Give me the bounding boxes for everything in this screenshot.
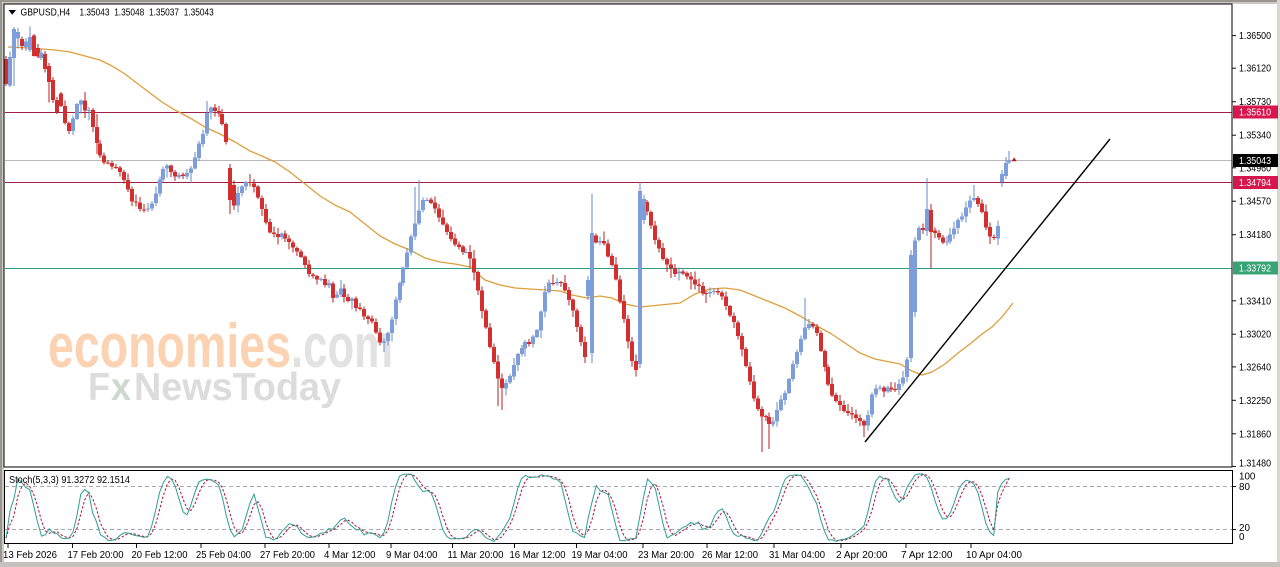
svg-text:80: 80: [1239, 482, 1250, 493]
svg-text:16 Mar 12:00: 16 Mar 12:00: [510, 550, 567, 561]
svg-text:1.35043: 1.35043: [80, 7, 110, 18]
svg-text:20: 20: [1239, 523, 1250, 534]
svg-text:0: 0: [1239, 532, 1245, 543]
svg-text:7 Apr 12:00: 7 Apr 12:00: [901, 550, 953, 561]
svg-text:1.32250: 1.32250: [1239, 396, 1271, 407]
svg-text:100: 100: [1239, 472, 1256, 483]
svg-text:17 Feb 20:00: 17 Feb 20:00: [68, 550, 125, 561]
svg-text:1.35043: 1.35043: [1239, 156, 1271, 167]
svg-text:2 Apr 20:00: 2 Apr 20:00: [836, 550, 888, 561]
svg-text:1.33410: 1.33410: [1239, 296, 1271, 307]
svg-text:11 Mar 20:00: 11 Mar 20:00: [448, 550, 505, 561]
svg-text:GBPUSD,H4: GBPUSD,H4: [21, 7, 71, 18]
svg-text:4 Mar 12:00: 4 Mar 12:00: [324, 550, 376, 561]
svg-text:20 Feb 12:00: 20 Feb 12:00: [132, 550, 189, 561]
svg-text:19 Mar 04:00: 19 Mar 04:00: [572, 550, 629, 561]
svg-text:26 Mar 12:00: 26 Mar 12:00: [702, 550, 759, 561]
svg-text:10 Apr 04:00: 10 Apr 04:00: [966, 550, 1023, 561]
svg-text:31 Mar 04:00: 31 Mar 04:00: [769, 550, 826, 561]
svg-text:1.36120: 1.36120: [1239, 64, 1271, 75]
svg-text:1.35043: 1.35043: [184, 7, 214, 18]
svg-text:23 Mar 20:00: 23 Mar 20:00: [638, 550, 695, 561]
svg-text:27 Feb 20:00: 27 Feb 20:00: [260, 550, 316, 561]
svg-text:1.35037: 1.35037: [149, 7, 179, 18]
svg-text:x: x: [111, 366, 131, 409]
svg-text:13 Feb 2026: 13 Feb 2026: [3, 550, 58, 561]
svg-text:1.34180: 1.34180: [1239, 230, 1271, 241]
svg-text:1.35048: 1.35048: [114, 7, 144, 18]
svg-text:1.35610: 1.35610: [1239, 108, 1271, 119]
svg-text:25 Feb 04:00: 25 Feb 04:00: [196, 550, 252, 561]
svg-text:1.35730: 1.35730: [1239, 97, 1271, 108]
svg-text:F: F: [88, 366, 110, 409]
svg-text:1.35340: 1.35340: [1239, 131, 1271, 142]
svg-text:1.33792: 1.33792: [1239, 264, 1271, 275]
svg-text:1.31860: 1.31860: [1239, 429, 1271, 440]
svg-text:1.31480: 1.31480: [1239, 459, 1271, 470]
svg-text:NewsToday: NewsToday: [134, 366, 341, 409]
svg-text:1.33020: 1.33020: [1239, 330, 1271, 341]
svg-text:1.34794: 1.34794: [1239, 178, 1271, 189]
svg-text:economies: economies: [48, 312, 291, 381]
svg-text:1.32640: 1.32640: [1239, 362, 1271, 373]
svg-text:1.34570: 1.34570: [1239, 197, 1271, 208]
svg-text:1.36500: 1.36500: [1239, 31, 1271, 42]
svg-text:9 Mar 04:00: 9 Mar 04:00: [386, 550, 438, 561]
svg-text:Stoch(5,3,3) 91.3272 92.1514: Stoch(5,3,3) 91.3272 92.1514: [9, 475, 131, 486]
svg-text:1.34960: 1.34960: [1239, 163, 1271, 174]
